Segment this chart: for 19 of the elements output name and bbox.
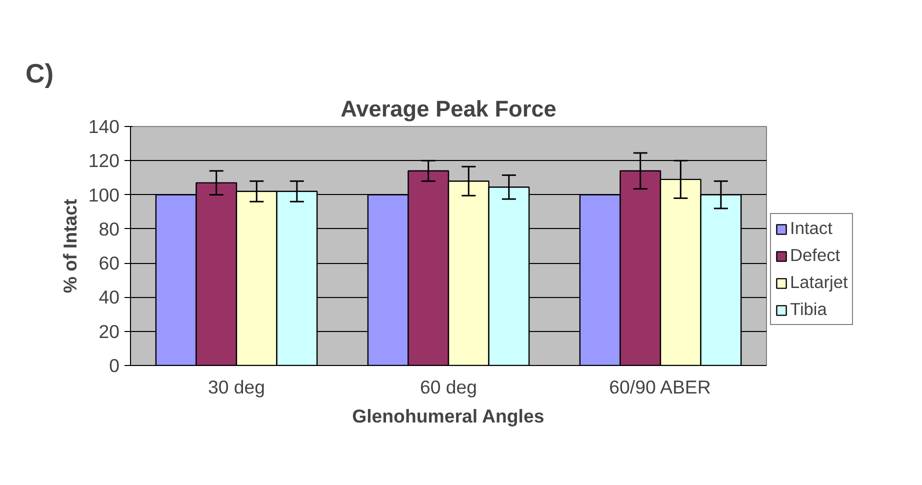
legend-label: Tibia	[790, 299, 827, 320]
y-tick-label: 120	[88, 150, 120, 172]
y-axis-title: % of Intact	[59, 198, 80, 294]
y-tick-label: 40	[98, 286, 120, 308]
y-tick-label: 80	[98, 218, 120, 240]
y-tick-label: 60	[98, 252, 120, 274]
legend-label: Intact	[790, 218, 832, 239]
x-axis-title: Glenohumeral Angles	[352, 406, 544, 426]
legend-label: Latarjet	[790, 272, 848, 293]
legend-label: Defect	[790, 245, 840, 266]
y-tick-label: 0	[109, 355, 120, 376]
x-tick-label: 60/90 ABER	[609, 376, 711, 398]
y-tick-label: 20	[98, 320, 120, 342]
y-tick-label: 140	[88, 116, 120, 137]
chart-title: Average Peak Force	[340, 96, 556, 122]
x-tick-label: 60 deg	[420, 376, 478, 398]
x-tick-label: 30 deg	[208, 376, 266, 398]
text: C)	[26, 58, 54, 88]
y-tick-label: 100	[88, 184, 120, 206]
